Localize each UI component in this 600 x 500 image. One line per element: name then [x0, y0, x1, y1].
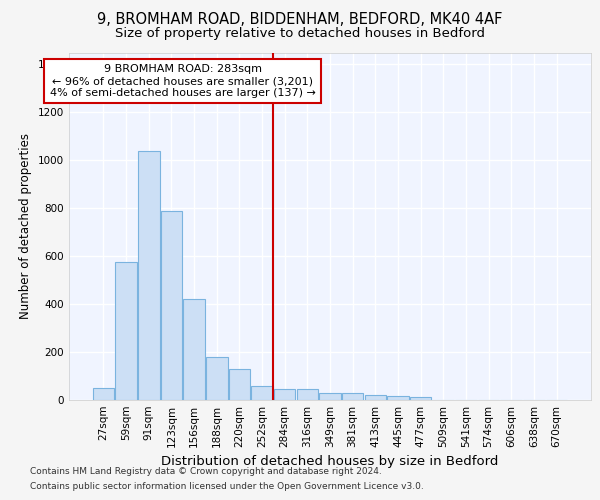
Text: 9 BROMHAM ROAD: 283sqm
← 96% of detached houses are smaller (3,201)
4% of semi-d: 9 BROMHAM ROAD: 283sqm ← 96% of detached…: [50, 64, 316, 98]
Y-axis label: Number of detached properties: Number of detached properties: [19, 133, 32, 320]
Text: 9, BROMHAM ROAD, BIDDENHAM, BEDFORD, MK40 4AF: 9, BROMHAM ROAD, BIDDENHAM, BEDFORD, MK4…: [97, 12, 503, 28]
Bar: [184, 300, 205, 400]
Bar: [410, 397, 431, 400]
Bar: [342, 394, 364, 400]
Bar: [229, 370, 250, 400]
Bar: [251, 386, 273, 400]
Bar: [138, 151, 160, 400]
Text: Contains HM Land Registry data © Crown copyright and database right 2024.: Contains HM Land Registry data © Crown c…: [30, 467, 382, 476]
Bar: [115, 262, 137, 400]
Text: Contains public sector information licensed under the Open Government Licence v3: Contains public sector information licen…: [30, 482, 424, 491]
Bar: [206, 357, 227, 400]
Bar: [387, 396, 409, 400]
Bar: [161, 210, 182, 400]
Text: Size of property relative to detached houses in Bedford: Size of property relative to detached ho…: [115, 28, 485, 40]
X-axis label: Distribution of detached houses by size in Bedford: Distribution of detached houses by size …: [161, 456, 499, 468]
Bar: [274, 389, 295, 400]
Bar: [93, 388, 114, 400]
Bar: [319, 393, 341, 400]
Bar: [296, 389, 318, 400]
Bar: [365, 394, 386, 400]
